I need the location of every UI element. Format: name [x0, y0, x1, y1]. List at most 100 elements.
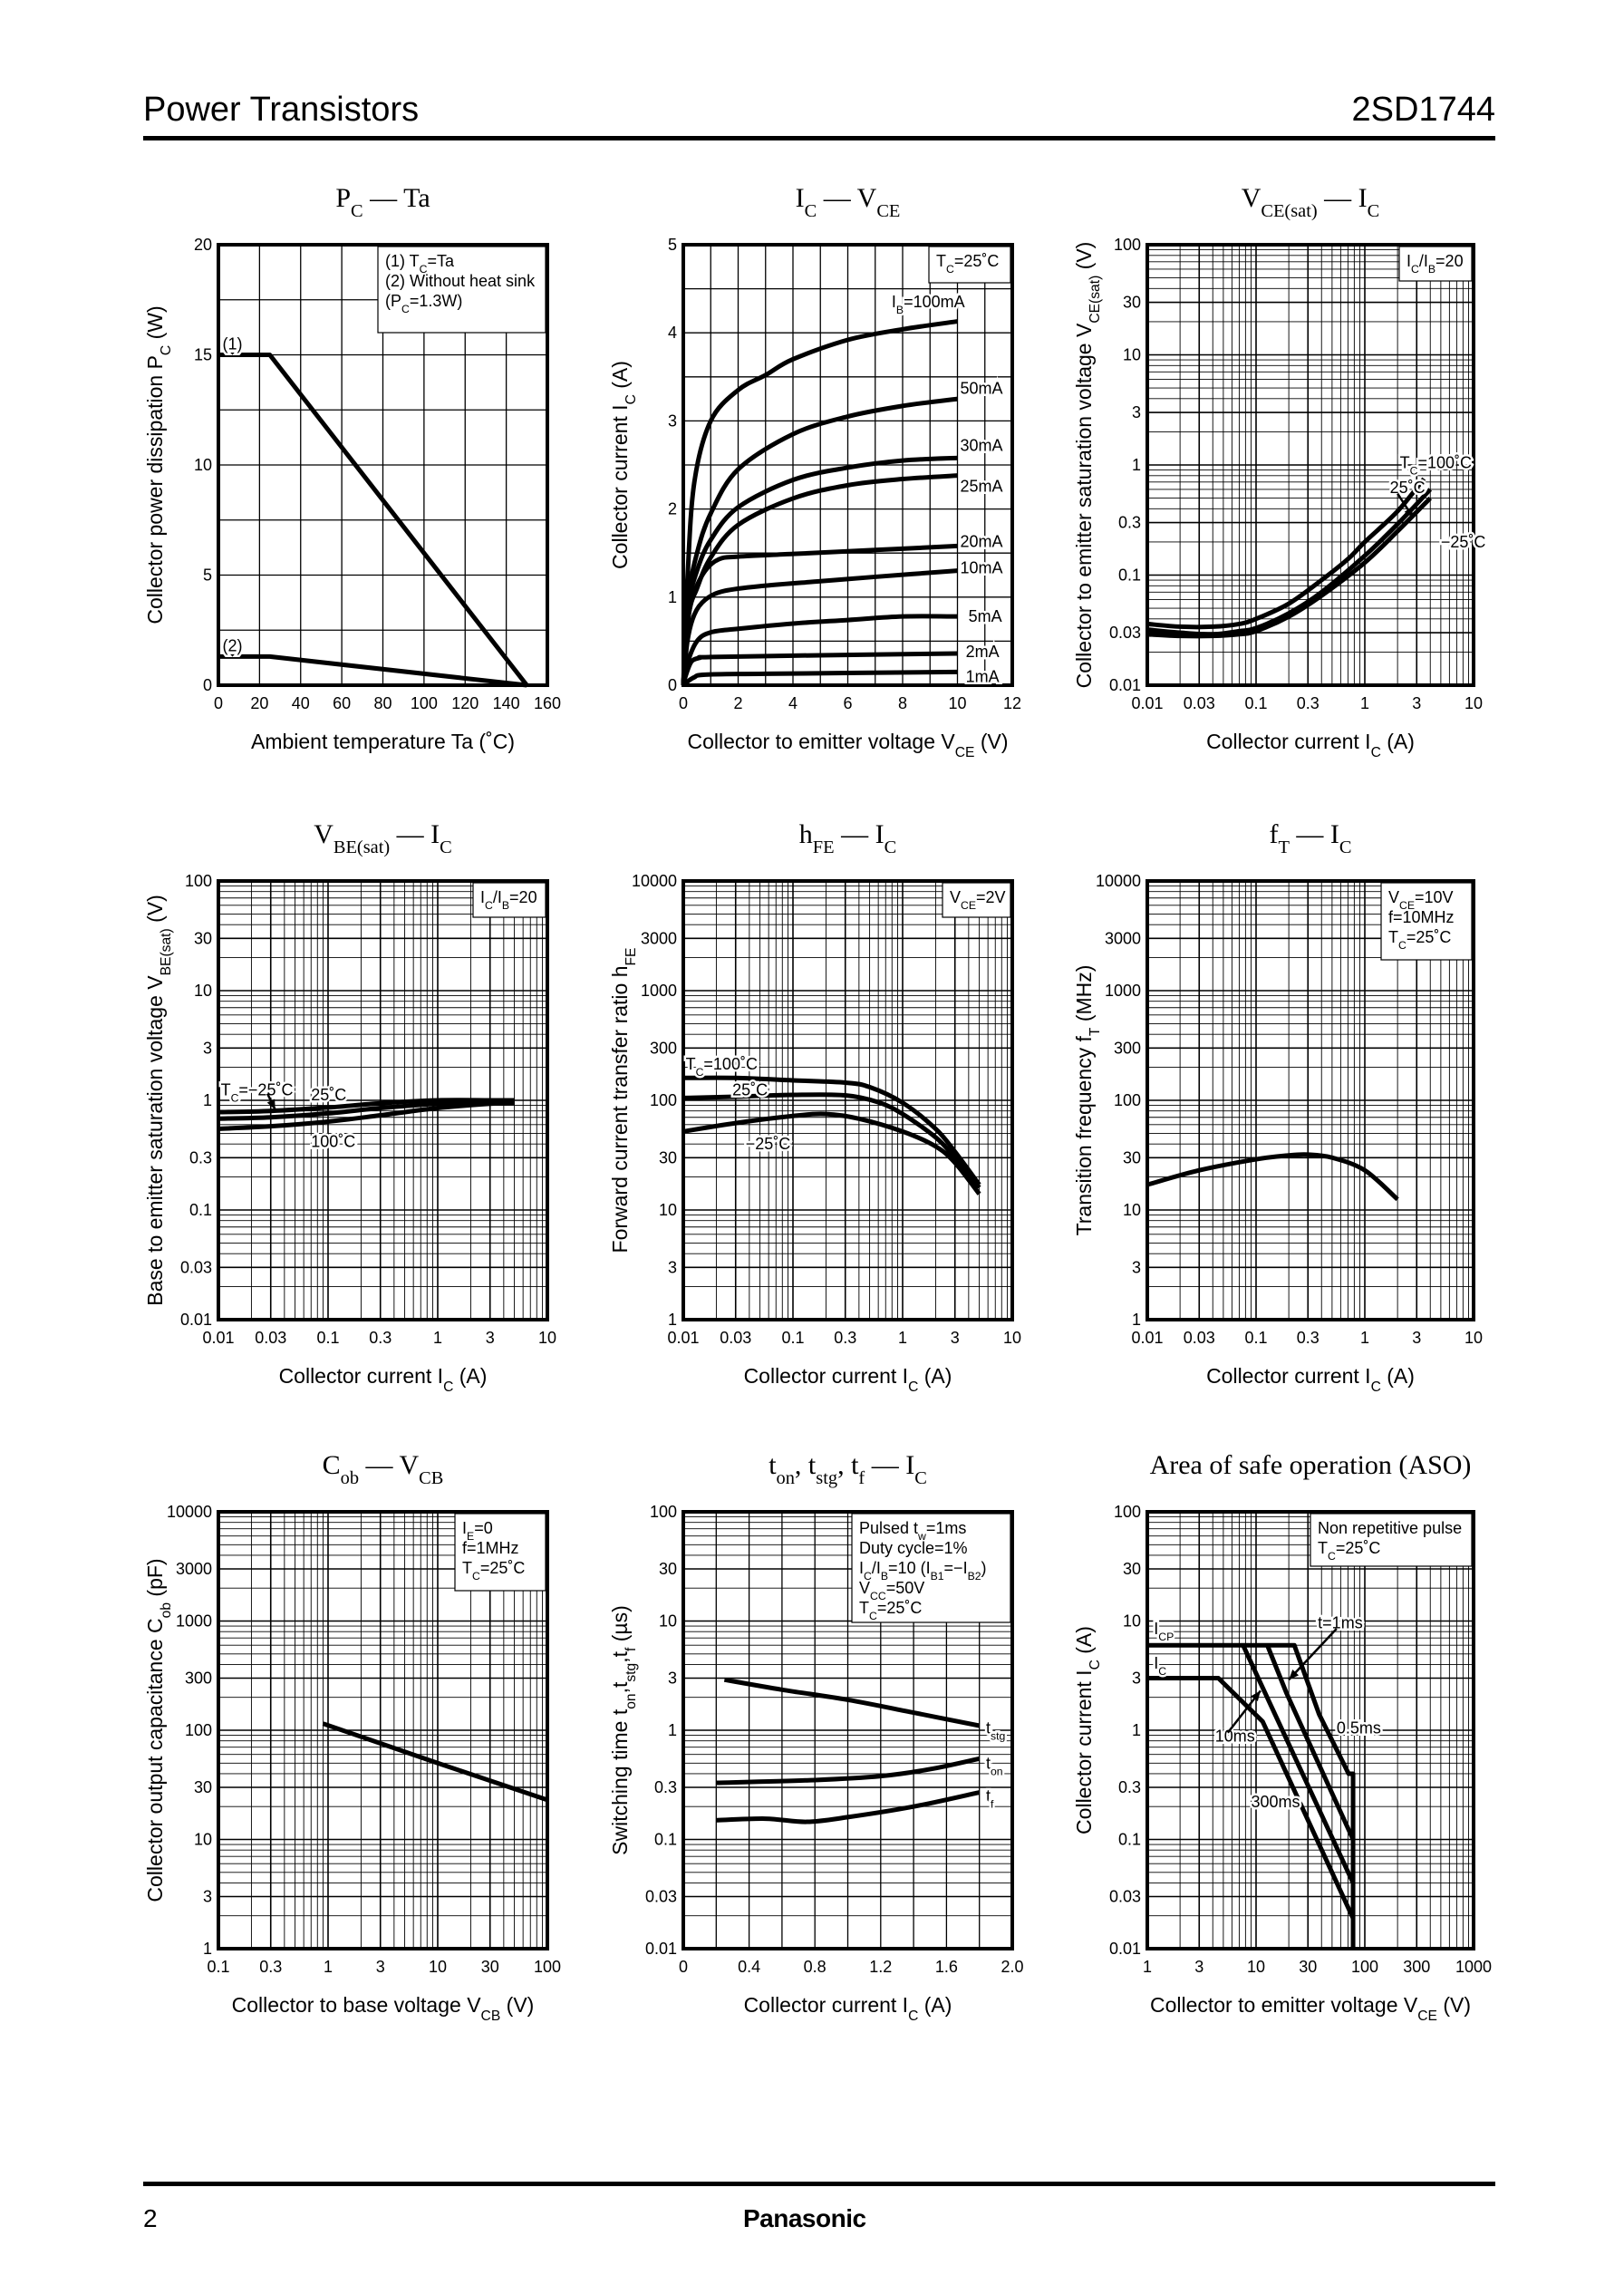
x-tick-label: 0 [214, 694, 223, 712]
x-axis-label: Collector current IC (A) [1206, 1364, 1415, 1395]
y-axis-label-part: (A) [608, 361, 632, 394]
series-line-3 [1147, 1676, 1356, 1920]
y-axis-label-part: (A) [1072, 1626, 1096, 1660]
series-line-2 [681, 455, 958, 686]
note-text-part: =25˚C [954, 252, 1000, 270]
chart-title: fT — IC [1269, 819, 1351, 857]
y-axis-label-part: ,t [608, 1650, 632, 1662]
series-label: 25˚C [732, 1081, 768, 1099]
note-text-part: B [502, 899, 509, 912]
series-label-part: =100˚C [703, 1055, 758, 1073]
chart-title-part: C [351, 201, 363, 221]
chart-title: VCE(sat) — IC [1242, 183, 1380, 221]
note-text-part: w [917, 1530, 926, 1543]
series-label-part: T [686, 1055, 696, 1073]
chart-title-part: — V [817, 183, 876, 213]
note-text: TC=25˚C [1388, 928, 1451, 952]
plot-frame [682, 879, 1014, 1321]
x-tick-label: 8 [898, 694, 907, 712]
series-label: −25˚C [1441, 533, 1486, 551]
x-axis-label-part: C [1371, 745, 1381, 760]
x-tick-label: 0 [679, 694, 688, 712]
x-tick-label: 30 [1299, 1958, 1317, 1976]
x-tick-label: 1000 [1455, 1958, 1492, 1976]
x-axis-label-part: Collector current I [1206, 1364, 1371, 1388]
y-tick-label: 10 [1123, 1201, 1141, 1219]
y-tick-label: 3 [1132, 1670, 1141, 1688]
x-axis-label-part: Collector to emitter voltage V [687, 730, 955, 753]
series-label-part: on [991, 1765, 1003, 1777]
series-line-4 [681, 543, 958, 686]
note-text-part: (2) Without heat sink [385, 272, 536, 290]
y-tick-label: 0.03 [1109, 1888, 1141, 1906]
x-axis-label: Collector current IC (A) [1206, 730, 1415, 760]
annotation-label: ICP [1154, 1620, 1174, 1643]
y-axis-label: Collector current IC (A) [1072, 1626, 1103, 1834]
chart-title-part: V [1242, 183, 1262, 213]
chart-title-part: — I [865, 1450, 914, 1480]
chart-title-part: ob [341, 1468, 359, 1488]
y-tick-label: 3000 [641, 929, 677, 947]
note-text: Non repetitive pulse [1318, 1519, 1462, 1537]
note-box [1380, 882, 1473, 961]
series-line-2 [1146, 496, 1433, 639]
series-line-0 [1146, 1152, 1399, 1202]
y-axis-label: Collector output capacitance Cob (pF) [143, 1558, 174, 1902]
x-tick-label: 100 [534, 1958, 561, 1976]
series-line-1 [1146, 488, 1433, 637]
y-tick-label: 1000 [176, 1612, 212, 1631]
x-tick-label: 0.1 [781, 1329, 804, 1347]
series-label: 10mA [961, 559, 1003, 577]
x-tick-label: 0.01 [202, 1329, 234, 1347]
chart-title: hFE — IC [799, 819, 896, 857]
grid [682, 881, 1012, 1321]
note-text: VCC=50V [859, 1579, 924, 1602]
y-tick-label: 1 [203, 1940, 212, 1958]
note-text-part: V [859, 1579, 870, 1597]
x-tick-label: 140 [493, 694, 520, 712]
series-label: 50mA [961, 379, 1003, 397]
note-text-part: f=1MHz [462, 1539, 519, 1557]
series-label: TC=100˚C [686, 1055, 758, 1079]
x-axis-label-part: (A) [1381, 1364, 1415, 1388]
x-tick-label: 0.01 [1131, 694, 1163, 712]
chart-title-part: — I [390, 819, 440, 849]
plot-frame [682, 243, 1014, 687]
y-tick-label: 100 [185, 872, 212, 890]
series-line-0 [723, 1677, 981, 1728]
arrow-head [1251, 1690, 1261, 1701]
chart-title-part: h [799, 819, 813, 849]
chart-title-part: CE [876, 201, 900, 221]
y-tick-label: 0.03 [1109, 624, 1141, 642]
chart-title-part: C [805, 201, 817, 221]
chart-title-part: — I [835, 819, 884, 849]
y-tick-label: 10 [1123, 346, 1141, 364]
x-axis-label-part: (V) [500, 1993, 534, 2017]
series-label: 25˚C [311, 1086, 346, 1104]
x-tick-label: 0.3 [369, 1329, 392, 1347]
y-tick-label: 300 [1114, 1039, 1141, 1057]
chart-title-part: V [314, 819, 334, 849]
note-text-part: B2 [968, 1570, 981, 1583]
series-label-part: t [986, 1787, 991, 1805]
note-text-part: V [1388, 888, 1399, 906]
chart-title: Area of safe operation (ASO) [1150, 1450, 1472, 1480]
series-label-part: B [896, 304, 904, 316]
note-text-part: =10 (I [888, 1559, 931, 1577]
series-label: 10ms [1215, 1728, 1255, 1746]
note-text-part: Pulsed t [859, 1519, 918, 1537]
series-label: ton [986, 1754, 1003, 1777]
x-axis-label-part: Collector current I [279, 1364, 444, 1388]
page-number: 2 [143, 2204, 158, 2232]
chart-title: ton, tstg, tf — IC [768, 1450, 927, 1488]
y-axis-label: Switching time ton,tstg,tf (µs) [608, 1605, 639, 1855]
x-tick-label: 10 [1464, 694, 1483, 712]
note-text-part: =20 [509, 888, 537, 906]
y-tick-label: 10 [659, 1612, 677, 1631]
note-text: TC=25˚C [462, 1559, 525, 1583]
